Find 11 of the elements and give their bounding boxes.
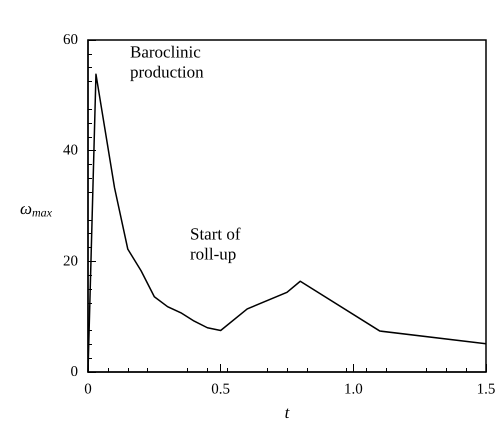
x-tick-label: 0.5 xyxy=(211,382,230,398)
x-tick-label: 1.0 xyxy=(344,382,363,398)
y-tick-label: 20 xyxy=(63,253,78,270)
annotation: Start of roll-up xyxy=(190,224,241,264)
y-tick-label: 0 xyxy=(70,364,78,380)
y-tick-label: 40 xyxy=(63,142,78,159)
x-axis-title: t xyxy=(284,403,291,422)
y-tick-label: 60 xyxy=(63,32,78,48)
x-tick-label: 1.5 xyxy=(476,382,496,398)
annotation: Baroclinic production xyxy=(130,42,204,82)
x-tick-label: 0 xyxy=(84,382,92,398)
